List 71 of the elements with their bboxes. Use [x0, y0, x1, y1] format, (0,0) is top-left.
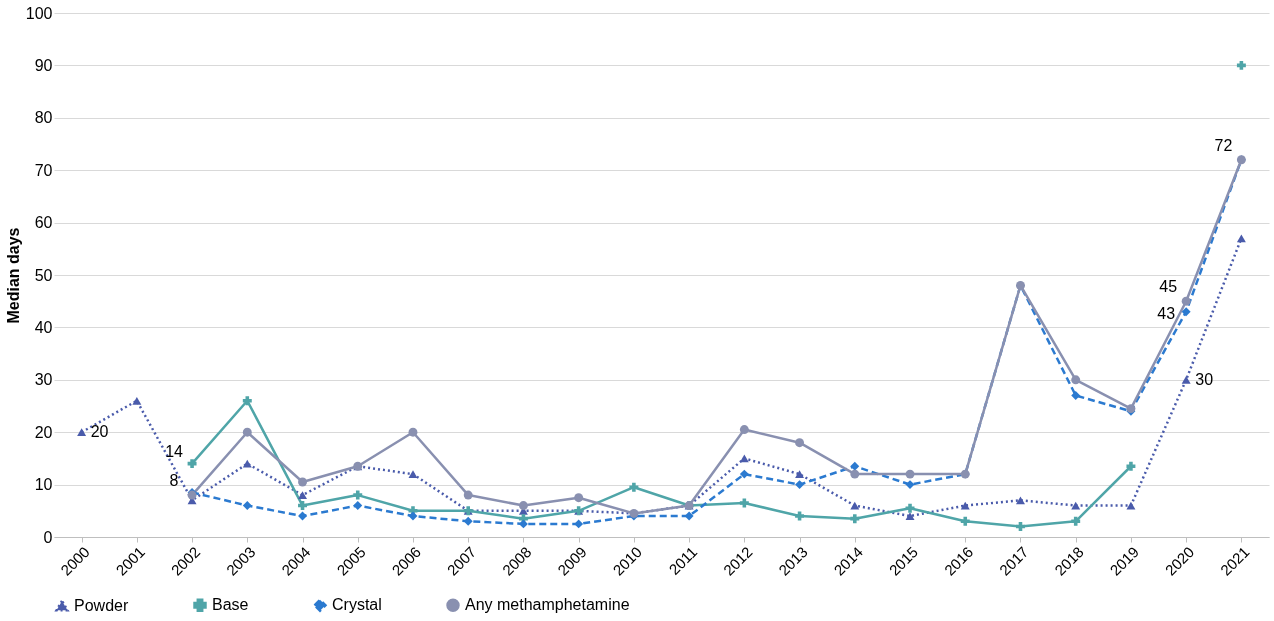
point: [408, 427, 418, 437]
point: [905, 503, 915, 513]
legend-label: Base: [212, 596, 249, 614]
point: [1181, 375, 1191, 384]
data-label: 43: [1157, 304, 1176, 322]
y-tick-label: 40: [34, 318, 53, 336]
data-label: 30: [1195, 370, 1214, 388]
point: [242, 396, 252, 406]
point: [629, 482, 639, 492]
point: [242, 459, 252, 468]
y-tick-label: 10: [34, 476, 53, 494]
point: [187, 459, 197, 469]
point: [850, 461, 860, 471]
data-label: 8: [169, 472, 179, 490]
y-tick-label: 70: [34, 161, 53, 179]
point: [850, 514, 860, 524]
point: [408, 511, 418, 521]
y-tick-label: 0: [43, 528, 53, 546]
point: [739, 425, 749, 435]
point: [518, 501, 528, 511]
point: [1181, 296, 1191, 306]
point: [1016, 496, 1025, 505]
y-tick-label: 90: [34, 56, 53, 74]
point: [739, 454, 749, 463]
legend-label: Powder: [74, 596, 129, 614]
y-tick-label: 60: [34, 214, 53, 232]
point: [353, 490, 363, 500]
point: [408, 470, 418, 478]
point: [1071, 375, 1081, 385]
data-label: 20: [90, 423, 109, 441]
point: [298, 477, 307, 487]
point: [739, 469, 749, 479]
point: [905, 480, 915, 490]
point: [905, 469, 915, 479]
point: [684, 511, 694, 521]
legend-label: Crystal: [332, 596, 382, 614]
point: [298, 511, 307, 521]
point: [739, 498, 749, 508]
data-label: 72: [1214, 136, 1233, 154]
y-tick-label: 100: [25, 4, 53, 22]
point: [795, 470, 805, 478]
point: [1071, 516, 1081, 526]
y-tick-label: 20: [34, 423, 53, 441]
point: [463, 490, 473, 500]
point: [960, 516, 970, 526]
point: [77, 428, 87, 437]
point: [463, 516, 473, 526]
point: [905, 512, 915, 520]
point: [795, 511, 805, 521]
point: [1236, 234, 1246, 243]
data-label: 14: [165, 442, 184, 460]
point: [242, 427, 252, 437]
point: [795, 480, 805, 490]
point: [1126, 461, 1136, 471]
point: [518, 519, 528, 529]
point: [574, 493, 584, 503]
point: [574, 519, 584, 529]
point: [353, 501, 363, 511]
y-tick-label: 80: [34, 109, 53, 127]
point: [1071, 391, 1081, 400]
point: [132, 396, 142, 405]
y-tick-label: 50: [34, 266, 53, 284]
point: [242, 501, 252, 511]
point: [850, 469, 860, 479]
point: [795, 438, 805, 448]
point: [298, 491, 307, 499]
y-axis-title: Median days: [4, 227, 22, 324]
legend-label: Any methamphetamine: [465, 596, 630, 614]
point: [1181, 307, 1191, 317]
y-tick-label: 30: [34, 371, 53, 389]
data-label: 45: [1159, 278, 1178, 296]
